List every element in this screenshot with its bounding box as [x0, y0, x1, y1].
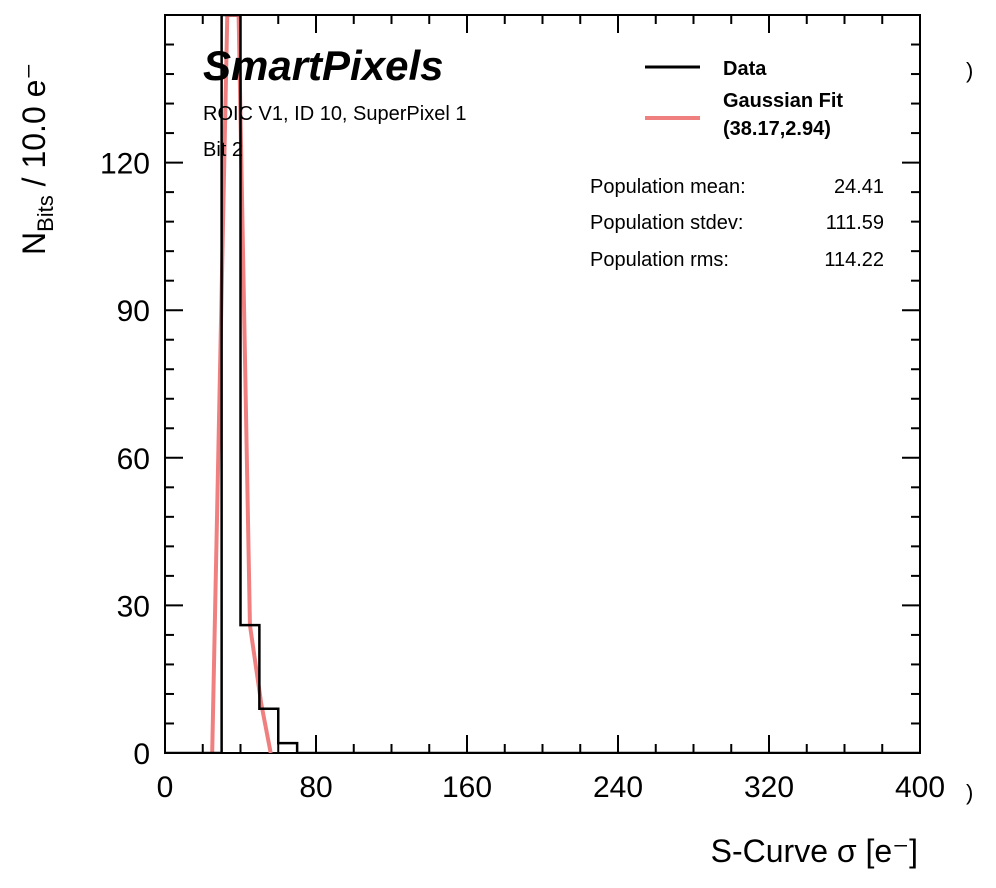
legend-fit-label: Gaussian Fit	[723, 90, 843, 112]
legend-fit-params: (38.17,2.94)	[723, 118, 831, 140]
roic-label: ROIC V1, ID 10, SuperPixel 1	[203, 103, 466, 125]
y-tick-label: 0	[133, 738, 150, 771]
x-axis-title: S-Curve σ [e⁻]	[711, 833, 918, 869]
x-tick-label: 160	[442, 771, 492, 804]
x-tick-label: 0	[157, 771, 174, 804]
data-histogram-line	[165, 15, 920, 753]
edge-glyph-top: )	[966, 58, 973, 83]
y-tick-label: 90	[117, 295, 150, 328]
stat-stdev-value: 111.59	[826, 212, 884, 234]
legend: Data Gaussian Fit (38.17,2.94)	[645, 58, 843, 140]
y-axis-title-unit: / 10.0 e⁻	[16, 63, 52, 196]
stat-stdev-label: Population stdev:	[590, 212, 743, 234]
y-tick-label: 120	[100, 148, 150, 181]
brand-label: SmartPixels	[203, 42, 443, 89]
stat-rms-label: Population rms:	[590, 249, 729, 271]
edge-glyph-bottom: )	[966, 780, 973, 805]
y-axis-title-main: N	[16, 232, 52, 255]
x-tick-label: 80	[299, 771, 332, 804]
y-tick-label: 30	[117, 590, 150, 623]
legend-data-label: Data	[723, 58, 767, 80]
y-axis-title-sub: Bits	[33, 195, 58, 232]
tick-marks	[164, 14, 921, 754]
x-tick-label: 400	[895, 771, 945, 804]
x-tick-label: 320	[744, 771, 794, 804]
bit-label: Bit 2	[203, 139, 243, 161]
stats-box: Population mean: 24.41 Population stdev:…	[590, 176, 884, 271]
tick-labels: 0 80 160 240 320 400 0 30 60 90 120	[100, 148, 945, 804]
y-axis-title: NBits / 10.0 e⁻	[16, 63, 58, 255]
y-tick-label: 60	[117, 443, 150, 476]
x-tick-label: 240	[593, 771, 643, 804]
gaussian-fit-line	[210, 15, 273, 753]
stat-mean-value: 24.41	[834, 176, 884, 198]
stat-mean-label: Population mean:	[590, 176, 746, 198]
stat-rms-value: 114.22	[824, 249, 884, 271]
